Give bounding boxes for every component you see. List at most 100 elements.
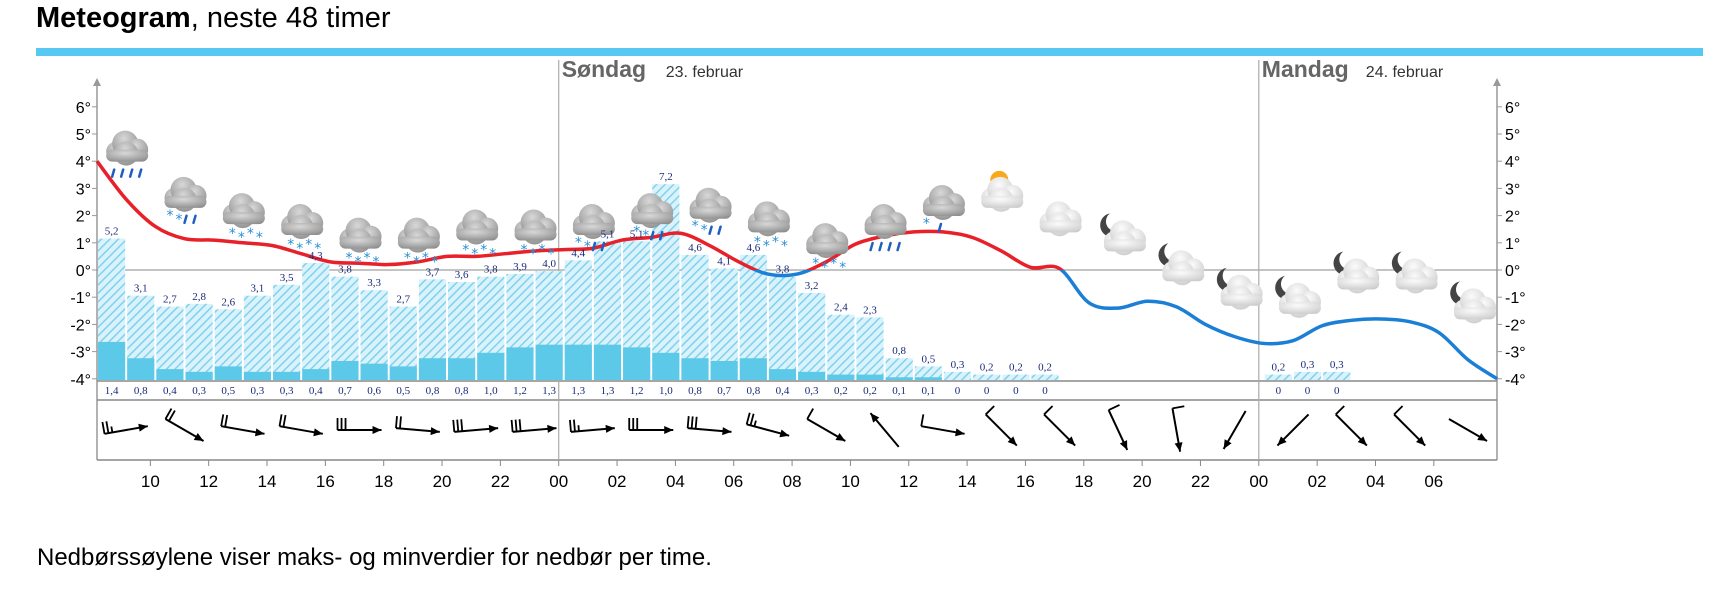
precip-min-label: 0,1 <box>921 385 935 397</box>
x-tick-label: 04 <box>1366 472 1385 491</box>
precip-min-label: 0,8 <box>134 385 148 397</box>
precip-max-label: 5,1 <box>601 228 615 240</box>
snow-cloud-icon: * * * * <box>747 201 790 254</box>
sleet-cloud-icon: * * <box>572 204 615 255</box>
x-tick-label: 12 <box>899 472 918 491</box>
svg-text:*: * <box>346 251 353 267</box>
precip-max-bar <box>1323 371 1351 380</box>
svg-text:*: * <box>229 226 236 242</box>
precip-max-bar <box>943 371 972 380</box>
y-tick-label-left: 3° <box>76 181 91 198</box>
y-axis-right-arrow <box>1493 78 1501 86</box>
wind-arrow <box>510 419 557 433</box>
wind-arrow <box>686 416 732 436</box>
caption: Nedbørssøylene viser maks- og minverdier… <box>37 544 712 571</box>
precip-min-label: 1,4 <box>105 385 119 397</box>
precip-min-bar <box>768 369 797 380</box>
y-tick-label-left: -3° <box>70 345 91 362</box>
precip-max-bar <box>243 295 272 380</box>
wind-arrow <box>869 412 900 448</box>
precip-min-label: 0,6 <box>367 385 381 397</box>
precip-min-label: 0,5 <box>396 385 410 397</box>
precip-max-bar <box>273 284 301 380</box>
precip-min-label: 1,3 <box>542 385 556 397</box>
svg-text:*: * <box>584 239 591 255</box>
x-tick-label: 10 <box>841 472 860 491</box>
precip-min-bar <box>535 344 563 380</box>
precip-min-bar <box>623 347 651 380</box>
svg-text:*: * <box>575 235 582 251</box>
precip-min-bar <box>710 360 738 380</box>
precip-min-bar <box>798 371 826 380</box>
sleet-cloud-icon: * * <box>689 187 732 239</box>
svg-text:*: * <box>305 237 312 253</box>
temperature-line-below-zero <box>751 270 1499 381</box>
svg-text:*: * <box>296 241 303 257</box>
svg-text:*: * <box>431 255 438 271</box>
y-tick-label-left: -4° <box>70 372 91 389</box>
precip-max-label: 0,2 <box>1009 362 1023 374</box>
x-tick-label: 02 <box>1308 472 1327 491</box>
precip-max-label: 4,6 <box>746 242 760 254</box>
precip-max-label: 0,2 <box>1272 362 1286 374</box>
sun-cloud-icon <box>981 170 1024 212</box>
svg-text:*: * <box>923 216 930 232</box>
precip-min-label: 1,3 <box>571 385 585 397</box>
precip-min-label: 0 <box>955 385 961 397</box>
meteogram-chart: 6° 6° 5° 5° 4° 4° 3° 3° 2° 2° 1° 1° 0° 0° -1° -1° -2° -2°… <box>70 60 1526 491</box>
precip-max-label: 3,6 <box>455 269 469 281</box>
svg-text:*: * <box>462 242 469 258</box>
x-tick-label: 22 <box>1191 472 1210 491</box>
svg-text:*: * <box>422 251 429 267</box>
x-tick-label: 12 <box>199 472 218 491</box>
day-date: 23. februar <box>666 64 744 81</box>
precip-min-bar <box>739 358 767 380</box>
x-tick-label: 16 <box>316 472 335 491</box>
svg-text:*: * <box>821 260 828 276</box>
sleet-cloud-icon: * * <box>631 193 674 244</box>
y-tick-label-right: 1° <box>1505 236 1520 253</box>
snow-cloud-icon: * * * * <box>222 193 265 246</box>
svg-text:*: * <box>256 230 263 246</box>
precip-max-label: 3,3 <box>367 277 381 289</box>
wind-arrow <box>1276 413 1310 447</box>
svg-text:*: * <box>238 230 245 246</box>
precip-min-bar <box>185 371 213 380</box>
precip-min-bar <box>360 363 388 380</box>
precip-max-label: 4,6 <box>688 242 702 254</box>
y-tick-label-right: 0° <box>1505 263 1520 280</box>
svg-text:*: * <box>530 246 537 262</box>
precip-max-label: 0,3 <box>1301 359 1315 371</box>
rain-cloud-icon <box>864 204 907 252</box>
wind-arrow <box>1171 405 1185 452</box>
cloud-icon <box>1039 201 1082 237</box>
precip-min-label: 0,7 <box>338 385 352 397</box>
y-tick-label-left: 1° <box>76 236 91 253</box>
precip-min-bar <box>127 358 155 380</box>
wind-arrow <box>278 414 324 437</box>
precip-max-label: 2,7 <box>163 294 177 306</box>
precip-min-bar <box>273 371 301 380</box>
y-tick-label-left: 5° <box>76 127 91 144</box>
y-tick-label-left: -1° <box>70 290 91 307</box>
precip-min-label: 0 <box>1013 385 1019 397</box>
precip-min-label: 0,8 <box>426 385 440 397</box>
svg-text:*: * <box>247 226 254 242</box>
precip-max-bar <box>798 292 826 380</box>
precip-max-label: 5,2 <box>105 226 119 238</box>
moon-cloud-icon <box>1450 281 1496 324</box>
precip-max-bar <box>185 303 213 380</box>
wind-arrow <box>1393 405 1426 447</box>
snow-cloud-icon: * * * * <box>806 223 849 276</box>
precip-max-bar <box>973 374 1001 380</box>
y-tick-label-right: -4° <box>1505 372 1526 389</box>
svg-text:*: * <box>471 246 478 262</box>
precip-min-label: 0 <box>1276 385 1282 397</box>
wind-arrow <box>336 418 382 434</box>
y-axis-left-arrow <box>93 78 101 86</box>
wind-arrow <box>1107 404 1129 451</box>
x-tick-label: 06 <box>724 472 743 491</box>
moon-cloud-icon <box>1216 267 1263 310</box>
precip-min-bar <box>243 371 272 380</box>
x-tick-label: 16 <box>1016 472 1035 491</box>
